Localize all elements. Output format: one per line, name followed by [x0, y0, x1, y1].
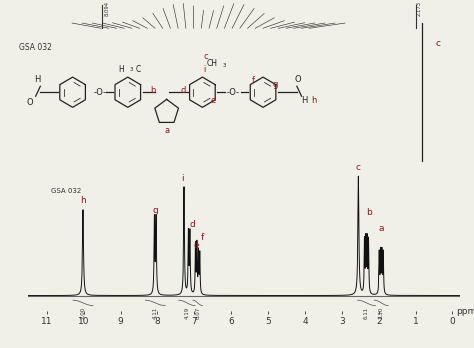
Text: 2.00: 2.00	[81, 307, 85, 319]
Text: 8.094: 8.094	[104, 1, 109, 16]
Text: CH: CH	[207, 59, 218, 68]
Text: 4.19: 4.19	[184, 307, 190, 319]
Text: c: c	[356, 163, 361, 172]
Text: -O-: -O-	[93, 88, 106, 97]
Text: d: d	[190, 220, 196, 229]
Text: c: c	[436, 39, 441, 48]
Text: 1.30: 1.30	[379, 307, 384, 319]
Text: H: H	[34, 75, 40, 84]
Text: H: H	[301, 96, 307, 105]
Text: GSA 032: GSA 032	[19, 44, 52, 53]
Text: C: C	[136, 65, 141, 74]
Text: b: b	[366, 208, 372, 217]
Text: d: d	[181, 86, 186, 95]
Text: 4.11: 4.11	[153, 307, 158, 319]
Text: O: O	[26, 98, 33, 107]
Text: h: h	[312, 96, 317, 105]
Text: -O-: -O-	[226, 88, 239, 97]
Text: g: g	[272, 80, 277, 89]
Text: a: a	[379, 224, 384, 233]
Text: i: i	[181, 174, 184, 183]
Text: i: i	[203, 65, 206, 74]
Text: 3: 3	[223, 63, 226, 68]
Text: b: b	[150, 86, 156, 95]
Text: H: H	[118, 65, 124, 74]
Text: f: f	[252, 76, 255, 85]
Text: GSA 032: GSA 032	[51, 188, 81, 195]
Text: e: e	[210, 96, 216, 105]
Text: O: O	[294, 75, 301, 84]
Text: h: h	[80, 196, 86, 205]
Text: f: f	[201, 232, 204, 242]
Text: a: a	[164, 126, 169, 135]
Text: 3: 3	[130, 67, 133, 72]
Text: 0.07: 0.07	[195, 307, 200, 319]
Text: g: g	[152, 206, 158, 215]
Text: ppm: ppm	[456, 307, 474, 316]
Text: c: c	[204, 52, 209, 61]
Text: e: e	[193, 241, 199, 250]
Text: 6.11: 6.11	[364, 307, 369, 319]
Text: 2.173: 2.173	[417, 1, 422, 16]
